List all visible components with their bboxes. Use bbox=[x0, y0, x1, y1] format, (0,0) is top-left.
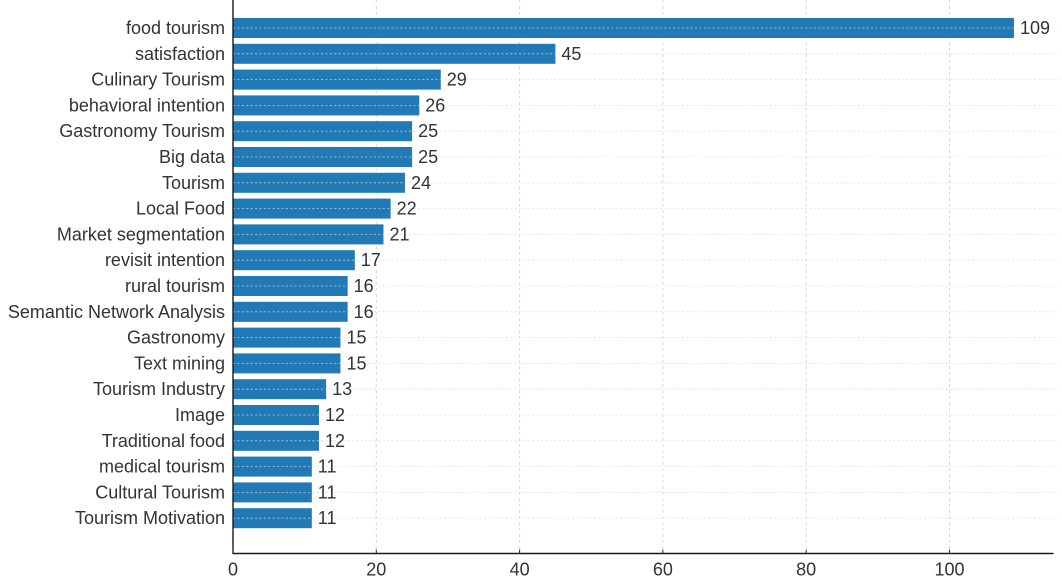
svg-text:medical tourism: medical tourism bbox=[99, 457, 225, 477]
svg-text:satisfaction: satisfaction bbox=[135, 44, 225, 64]
svg-text:12: 12 bbox=[325, 405, 345, 425]
svg-text:40: 40 bbox=[510, 560, 530, 580]
svg-text:24: 24 bbox=[411, 173, 431, 193]
svg-text:11: 11 bbox=[318, 508, 337, 528]
svg-text:12: 12 bbox=[325, 431, 345, 451]
svg-text:Market segmentation: Market segmentation bbox=[57, 224, 225, 244]
svg-text:Gastronomy Tourism: Gastronomy Tourism bbox=[59, 121, 225, 141]
svg-text:Big data: Big data bbox=[159, 147, 226, 167]
svg-text:109: 109 bbox=[1020, 18, 1050, 38]
svg-text:60: 60 bbox=[653, 560, 673, 580]
svg-text:rural tourism: rural tourism bbox=[125, 276, 225, 296]
svg-text:behavioral intention: behavioral intention bbox=[69, 95, 225, 115]
svg-text:Tourism Industry: Tourism Industry bbox=[93, 379, 225, 399]
svg-text:25: 25 bbox=[418, 121, 438, 141]
svg-text:25: 25 bbox=[418, 147, 438, 167]
svg-text:0: 0 bbox=[228, 560, 238, 580]
svg-text:26: 26 bbox=[425, 95, 445, 115]
svg-text:11: 11 bbox=[318, 482, 337, 502]
svg-text:Tourism Motivation: Tourism Motivation bbox=[75, 508, 225, 528]
svg-text:Image: Image bbox=[175, 405, 225, 425]
svg-text:Text mining: Text mining bbox=[134, 353, 225, 373]
svg-text:Semantic Network Analysis: Semantic Network Analysis bbox=[8, 302, 225, 322]
svg-text:Tourism: Tourism bbox=[162, 173, 225, 193]
svg-text:17: 17 bbox=[361, 250, 381, 270]
svg-text:revisit intention: revisit intention bbox=[105, 250, 225, 270]
svg-text:29: 29 bbox=[447, 70, 467, 90]
svg-text:11: 11 bbox=[318, 457, 337, 477]
svg-text:21: 21 bbox=[390, 224, 410, 244]
svg-text:100: 100 bbox=[934, 560, 964, 580]
svg-text:Traditional food: Traditional food bbox=[102, 431, 225, 451]
svg-text:15: 15 bbox=[347, 353, 367, 373]
svg-text:22: 22 bbox=[397, 199, 417, 219]
svg-text:16: 16 bbox=[354, 302, 374, 322]
svg-text:Gastronomy: Gastronomy bbox=[127, 328, 225, 348]
svg-text:16: 16 bbox=[354, 276, 374, 296]
svg-text:Local Food: Local Food bbox=[136, 199, 225, 219]
svg-text:45: 45 bbox=[561, 44, 581, 64]
svg-text:food tourism: food tourism bbox=[126, 18, 225, 38]
svg-text:Cultural Tourism: Cultural Tourism bbox=[95, 482, 225, 502]
svg-text:Culinary Tourism: Culinary Tourism bbox=[91, 70, 225, 90]
svg-text:20: 20 bbox=[366, 560, 386, 580]
svg-text:15: 15 bbox=[347, 328, 367, 348]
svg-text:80: 80 bbox=[796, 560, 816, 580]
svg-text:13: 13 bbox=[332, 379, 352, 399]
